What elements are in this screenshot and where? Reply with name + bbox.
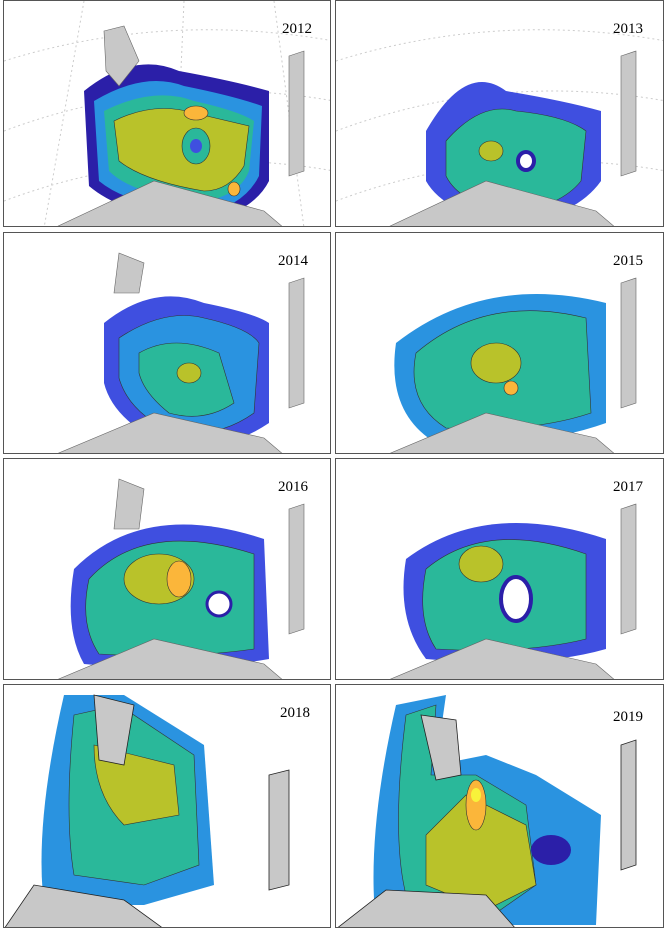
contour-map	[57, 478, 305, 679]
map-panel-2012: 2012	[3, 0, 331, 227]
map-panel-2019: 2019	[335, 684, 664, 928]
map-panel-2018: 2018	[3, 684, 331, 928]
year-label: 2012	[282, 21, 312, 37]
year-label: 2017	[613, 479, 643, 495]
year-label: 2014	[278, 253, 308, 269]
map-panel-2016: 2016	[3, 458, 331, 680]
contour-map	[336, 29, 663, 226]
contour-map	[57, 252, 305, 453]
contour-map	[389, 277, 637, 453]
map-panel-2013: 2013	[335, 0, 664, 227]
map-panel-2017: 2017	[335, 458, 664, 680]
contour-map	[4, 1, 330, 226]
year-label: 2018	[280, 705, 310, 721]
contour-map	[337, 695, 637, 927]
year-label: 2015	[613, 253, 643, 269]
year-label: 2016	[278, 479, 308, 495]
map-panel-2014: 2014	[3, 232, 331, 454]
contour-map	[389, 503, 637, 679]
year-label: 2019	[613, 709, 643, 725]
year-label: 2013	[613, 21, 643, 37]
map-panel-2015: 2015	[335, 232, 664, 454]
contour-map	[4, 694, 290, 927]
